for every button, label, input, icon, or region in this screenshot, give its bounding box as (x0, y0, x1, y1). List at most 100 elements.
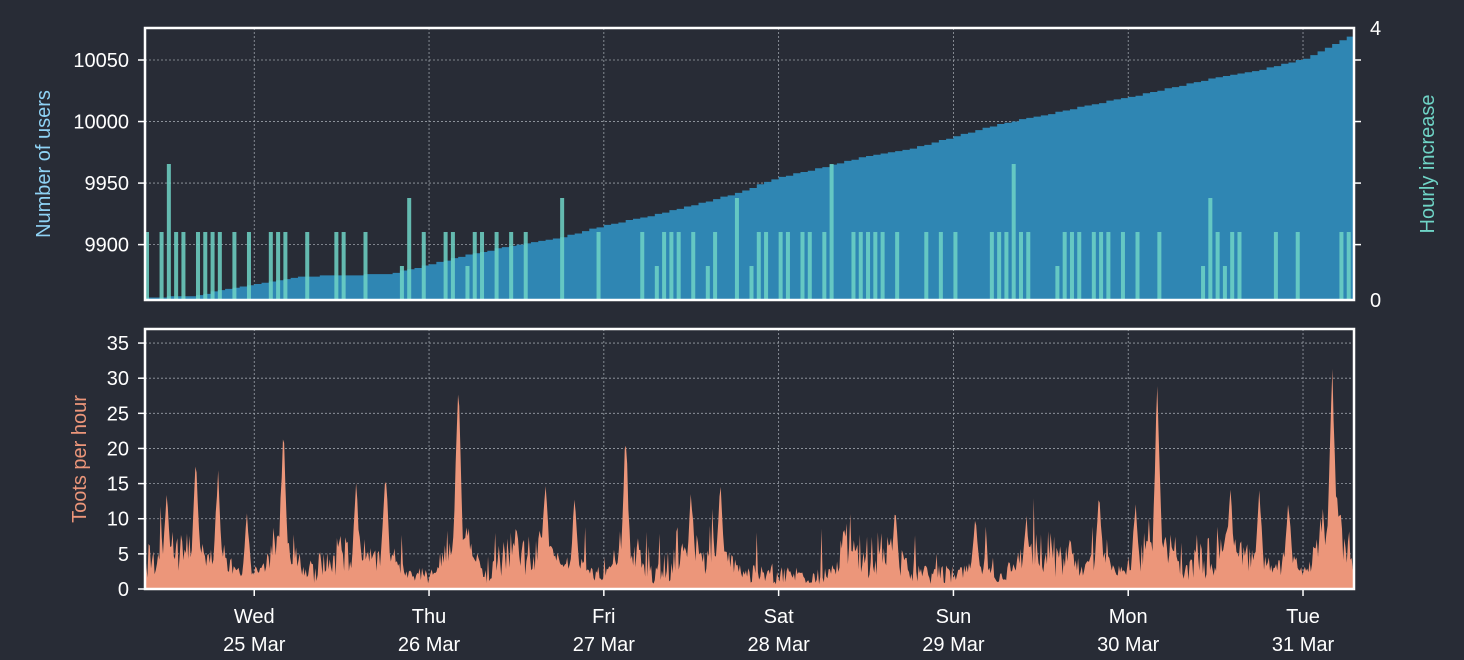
hourly-increase-bar (851, 232, 856, 300)
users-area (145, 32, 1354, 301)
toots-area (145, 368, 1354, 589)
toots-y-tick-label: 0 (118, 579, 129, 601)
hourly-increase-bar (1339, 232, 1344, 300)
toots-y-tick-label: 5 (118, 544, 129, 566)
hourly-increase-bar (1201, 266, 1206, 300)
hourly-increase-bar (210, 232, 215, 300)
users-y-tick-label: 10050 (73, 50, 129, 72)
hourly-increase-bar (1120, 232, 1125, 300)
hourly-increase-bar (938, 232, 943, 300)
users-panel-frame (143, 26, 1356, 302)
hourly-increase-bar (341, 232, 346, 300)
hourly-increase-bar (640, 232, 645, 300)
toots-y-tick-labels: 0 5 10 15 20 25 30 35 (107, 333, 144, 601)
hourly-increase-bar (363, 232, 368, 300)
hourly-increase-bar (560, 198, 565, 300)
hourly-increase-bar (662, 232, 667, 300)
hourly-increase-bar (1062, 232, 1067, 300)
x-tick-day: Tue (1286, 606, 1320, 628)
hourly-increase-bar (705, 266, 710, 300)
hourly-increase-bar (989, 232, 994, 300)
hourly-increase-bar (764, 232, 769, 300)
hourly-increase-bar (407, 198, 412, 300)
hourly-increase-bar (691, 232, 696, 300)
hourly-increase-bar (749, 266, 754, 300)
hourly-increase-bar (829, 164, 834, 300)
hourly-increase-bar (1208, 198, 1213, 300)
hourly-increase-bar (997, 232, 1002, 300)
hourly-increase-bar (1077, 232, 1082, 300)
users-axis-label: Number of users (33, 90, 55, 238)
hourly-increase-bar (232, 232, 237, 300)
toots-y-tick-label: 35 (107, 333, 129, 355)
toots-y-tick-label: 30 (107, 368, 129, 390)
toots-y-tick-label: 10 (107, 509, 129, 531)
x-tick-date: 28 Mar (748, 634, 811, 656)
hourly-increase-bar (895, 232, 900, 300)
users-y-tick-label: 10000 (73, 112, 129, 134)
x-tick-date: 29 Mar (922, 634, 985, 656)
hourly-increase-bar (305, 232, 310, 300)
hourly-increase-bar (145, 232, 150, 300)
x-tick-date: 26 Mar (398, 634, 461, 656)
hourly-increase-bar (1106, 232, 1111, 300)
hourly-increase-bar (756, 232, 761, 300)
hourly-increase-bar (472, 232, 477, 300)
toots-area-series (145, 368, 1354, 589)
hourly-increase-series (145, 164, 1351, 300)
toots-y-tick-label: 20 (107, 438, 129, 460)
users-y-tick-label: 9950 (85, 173, 130, 195)
hourly-increase-bar (1222, 266, 1227, 300)
x-tick-day: Mon (1109, 606, 1148, 628)
hourly-increase-bar (480, 232, 485, 300)
hourly-increase-bar (807, 232, 812, 300)
hourly-increase-bar (1273, 232, 1278, 300)
hourly-axis-label: Hourly increase (1417, 95, 1439, 234)
hourly-increase-bar (953, 232, 958, 300)
hourly-increase-bar (822, 232, 827, 300)
hourly-increase-bar (785, 232, 790, 300)
hourly-increase-bar (450, 232, 455, 300)
hourly-y-tick-label: 4 (1370, 18, 1381, 40)
x-tick-date: 25 Mar (223, 634, 286, 656)
hourly-increase-bar (494, 232, 499, 300)
hourly-increase-bar (1055, 266, 1060, 300)
hourly-increase-bar (509, 232, 514, 300)
hourly-increase-bar (334, 232, 339, 300)
hourly-increase-bar (1157, 232, 1162, 300)
hourly-increase-bar (1004, 232, 1009, 300)
hourly-increase-bar (174, 232, 179, 300)
hourly-increase-bar (596, 232, 601, 300)
x-tick-date: 27 Mar (573, 634, 636, 656)
hourly-increase-bar (181, 232, 186, 300)
hourly-increase-bar (866, 232, 871, 300)
hourly-increase-bar (873, 232, 878, 300)
x-tick-date: 30 Mar (1097, 634, 1160, 656)
toots-panel-frame (143, 327, 1356, 591)
hourly-increase-bar (1011, 164, 1016, 300)
hourly-increase-bar (1135, 232, 1140, 300)
hourly-increase-bar (268, 232, 273, 300)
x-tick-labels: Wed 25 Mar Thu 26 Mar Fri 27 Mar Sat 28 Mar Sun 2… (223, 590, 1334, 656)
hourly-increase-bar (1295, 232, 1300, 300)
hourly-increase-bar (443, 232, 448, 300)
hourly-increase-bar (1018, 232, 1023, 300)
users-y-tick-labels: 9900 9950 10000 10050 (73, 50, 1361, 257)
hourly-increase-bar (1346, 232, 1351, 300)
hourly-increase-bar (924, 232, 929, 300)
hourly-increase-bar (669, 232, 674, 300)
hourly-increase-bar (1215, 232, 1220, 300)
hourly-increase-bar (1069, 232, 1074, 300)
hourly-increase-bar (858, 232, 863, 300)
hourly-increase-bar (276, 232, 281, 300)
hourly-increase-bar (166, 164, 171, 300)
hourly-increase-bar (654, 266, 659, 300)
hourly-increase-bar (676, 232, 681, 300)
toots-axis-label: Toots per hour (69, 395, 91, 523)
hourly-increase-bar (203, 232, 208, 300)
users-area-series (145, 32, 1354, 301)
x-tick-day: Thu (412, 606, 446, 628)
hourly-increase-bar (399, 266, 404, 300)
